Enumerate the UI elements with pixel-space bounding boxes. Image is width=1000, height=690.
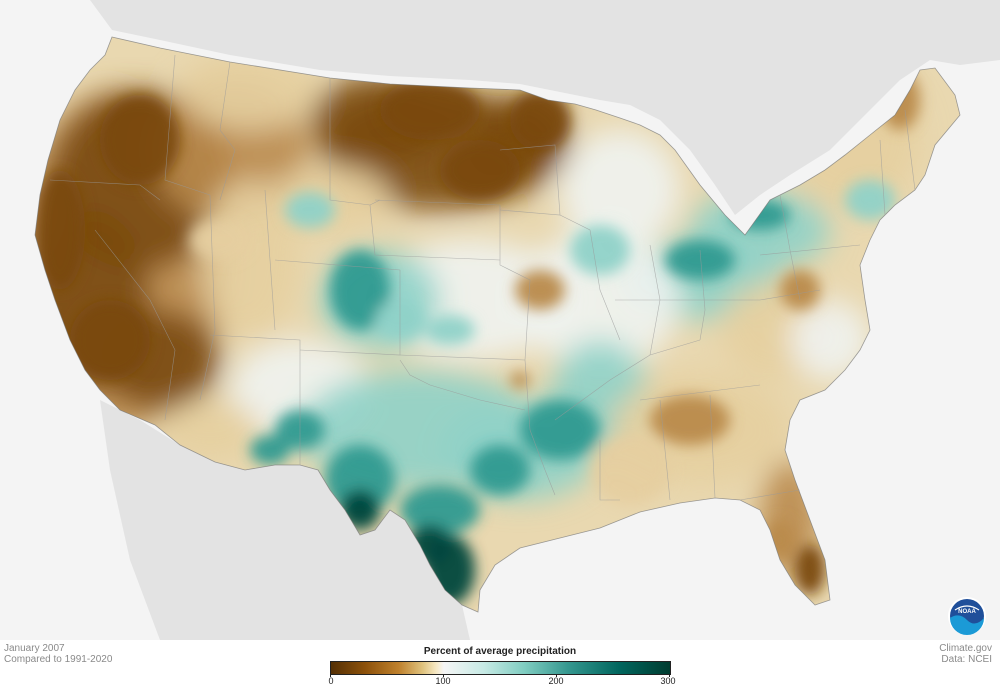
precip-region-very-dry (380, 80, 480, 140)
precip-region-very-wet (470, 445, 530, 495)
precipitation-map: NOAA (0, 0, 1000, 640)
precip-region-normal (560, 130, 680, 250)
legend-tick (330, 674, 331, 677)
surrounding-land (0, 0, 1000, 640)
precip-region-dry (780, 270, 820, 310)
source-credit: Climate.gov (939, 643, 992, 654)
precip-region-wet (285, 192, 335, 228)
legend-tick-label: 300 (660, 676, 676, 686)
precip-region-very-wet (520, 400, 600, 460)
precip-region-slightly-dry (590, 435, 670, 505)
state-borders (34, 36, 961, 613)
footer: January 2007 Compared to 1991-2020 Clima… (0, 640, 1000, 690)
legend-title: Percent of average precipitation (423, 646, 577, 657)
legend-tick-label: 100 (435, 676, 451, 686)
legend-color-bar (330, 661, 671, 675)
legend-tick (556, 674, 557, 677)
precip-region-normal (790, 300, 870, 380)
precip-region-dry (765, 520, 795, 560)
legend-tick-label: 200 (548, 676, 564, 686)
precip-region-very-wet (665, 240, 735, 280)
baseline-period: Compared to 1991-2020 (4, 654, 113, 665)
precip-region-slightly-dry (190, 220, 250, 260)
map-date: January 2007 (4, 643, 65, 654)
precip-region-very-dry (795, 545, 825, 595)
noaa-logo-text: NOAA (958, 609, 976, 615)
precip-region-wet (570, 225, 630, 275)
precip-region-very-wet (325, 445, 395, 515)
legend-tick (669, 674, 670, 677)
precip-region-normal (520, 230, 680, 370)
precip-region-dry (510, 372, 530, 388)
precip-region-dry (650, 395, 730, 445)
precip-region-very-wet (400, 485, 480, 535)
precip-region-very-dry (510, 90, 570, 150)
precip-region-very-wet (250, 435, 290, 465)
precip-region-very-wet (330, 250, 390, 330)
precip-region-very-dry (100, 95, 180, 185)
precip-region-wet (425, 315, 475, 345)
precip-region-dry (515, 270, 565, 310)
data-credit: Data: NCEI (941, 654, 992, 665)
precip-region-slightly-dry (160, 400, 260, 460)
noaa-logo-icon: NOAA (948, 597, 986, 635)
legend-tick-label: 0 (328, 676, 334, 686)
precip-region-very-dry (35, 170, 85, 290)
precip-region-very-dry (440, 140, 520, 200)
map-area: NOAA (0, 0, 1000, 640)
precip-region-slightly-dry (200, 180, 300, 340)
precip-region-wet (845, 180, 895, 220)
legend-tick (443, 674, 444, 677)
precip-region-very-dry (70, 300, 150, 380)
